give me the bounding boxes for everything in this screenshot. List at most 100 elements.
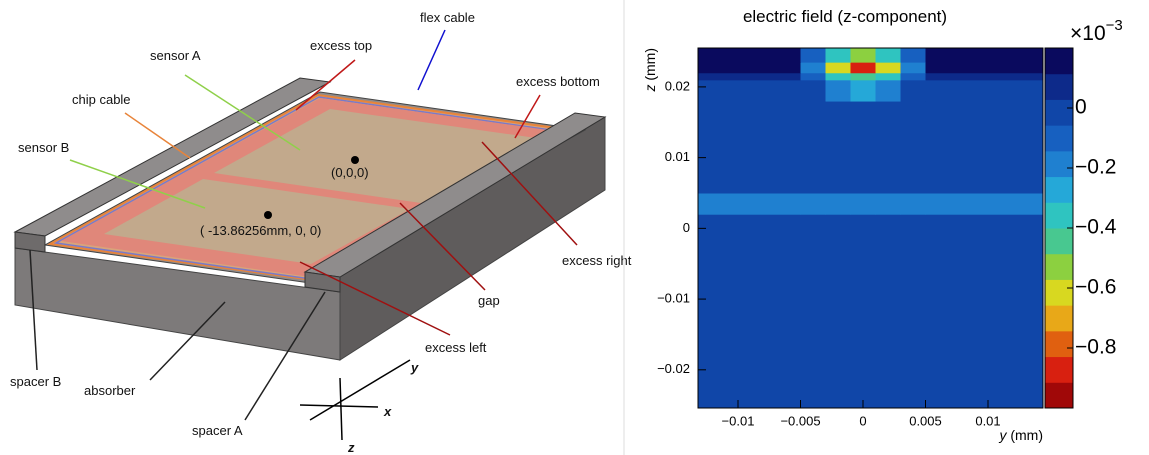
heat-cell — [875, 48, 901, 63]
x-tick-label: −0.005 — [780, 413, 820, 428]
heat-cell — [875, 62, 901, 74]
heat-cell — [800, 214, 826, 409]
heat-cell — [850, 192, 876, 215]
colorbar-segment — [1045, 330, 1073, 358]
axis-label: z — [347, 440, 355, 455]
heat-cell — [925, 48, 1044, 63]
center-dot — [264, 211, 272, 219]
heat-cell — [875, 214, 901, 409]
heat-cell — [800, 79, 826, 102]
colorbar-multiplier: ×10−3 — [1070, 17, 1123, 45]
axis-arrow — [299, 404, 379, 408]
label: (0,0,0) — [331, 165, 369, 180]
heat-cell — [850, 101, 876, 194]
axis-label: y — [410, 360, 419, 375]
heat-cell — [698, 72, 801, 81]
colorbar-segment — [1045, 305, 1073, 332]
heat-cell — [698, 48, 801, 63]
colorbar-segment — [1045, 228, 1073, 255]
heat-cell — [925, 101, 1044, 194]
colorbar-segment — [1045, 382, 1073, 409]
y-tick-label: 0 — [683, 220, 690, 235]
heat-cell — [900, 62, 926, 74]
heat-cell — [825, 101, 851, 194]
leader — [244, 291, 326, 421]
label: excess top — [310, 38, 372, 53]
heat-cell — [925, 72, 1044, 81]
y-tick-label: −0.01 — [657, 291, 690, 306]
leader — [149, 301, 226, 381]
y-axis-unit: (mm) — [642, 48, 658, 81]
label: chip cable — [72, 92, 131, 107]
label: flex cable — [420, 10, 475, 25]
leader — [299, 261, 451, 336]
sensor-a — [214, 109, 536, 203]
multiplier-base: ×10 — [1070, 22, 1106, 45]
label: spacer A — [192, 423, 243, 438]
colorbar-segment — [1045, 356, 1073, 383]
colorbar-segment — [1045, 253, 1073, 280]
diagram: flex cable sensor A excess top excess bo… — [10, 10, 632, 455]
label: gap — [478, 293, 500, 308]
heat-cell — [875, 79, 901, 102]
heat-cell — [800, 48, 826, 63]
multiplier-exponent: −3 — [1106, 17, 1123, 34]
leader — [417, 29, 446, 91]
heat-cell — [825, 214, 851, 409]
heat-cell — [875, 72, 901, 81]
x-tick-label: 0.01 — [975, 413, 1000, 428]
heat-cell — [800, 101, 826, 194]
x-tick-label: 0 — [859, 413, 866, 428]
origin-dot — [351, 156, 359, 164]
colorbar-segment — [1045, 99, 1073, 126]
leader — [481, 141, 578, 246]
leader — [124, 112, 191, 159]
y-axis-label: z (mm) — [642, 48, 658, 93]
chart-title: electric field (z-component) — [743, 7, 947, 26]
leader — [399, 202, 486, 291]
y-tick-label: 0.02 — [665, 78, 690, 93]
heat-cell — [900, 101, 926, 194]
x-axis-unit: (mm) — [1010, 427, 1043, 443]
sensor-b — [104, 179, 410, 264]
colorbar-tick-label: −0.6 — [1075, 276, 1116, 299]
leader — [184, 74, 301, 151]
x-axis-label: y (mm) — [998, 427, 1043, 443]
heat-cell — [698, 62, 801, 74]
colorbar-tick-label: −0.4 — [1075, 216, 1117, 239]
heat-cell — [925, 62, 1044, 74]
heat-cell — [825, 192, 851, 215]
leader — [295, 59, 356, 111]
heat-cell — [800, 62, 826, 74]
label: absorber — [84, 383, 136, 398]
heat-cell — [698, 79, 801, 102]
axis-arrow — [309, 359, 411, 421]
heat-cell — [850, 62, 876, 74]
heat-cell — [800, 72, 826, 81]
x-tick-label: 0.005 — [909, 413, 942, 428]
heat-cell — [875, 101, 901, 194]
heat-cell — [800, 192, 826, 215]
heat-cell — [900, 192, 926, 215]
x-axis-var: y — [998, 427, 1007, 443]
heat-cell — [850, 79, 876, 102]
heat-cell — [850, 48, 876, 63]
heat-cell — [925, 214, 1044, 409]
axis-label: x — [383, 404, 392, 419]
y-tick-label: 0.01 — [665, 149, 690, 164]
colorbar-segment — [1045, 150, 1073, 178]
colorbar-segment — [1045, 73, 1073, 100]
heat-cell — [698, 214, 801, 409]
heat-cell — [825, 62, 851, 74]
heat-cell — [850, 72, 876, 81]
colorbar-segment — [1045, 48, 1073, 75]
leader — [29, 249, 38, 371]
x-tick-label: −0.01 — [722, 413, 755, 428]
heat-cell — [698, 101, 801, 194]
colorbar-tick-label: 0 — [1075, 96, 1087, 119]
heat-cell — [900, 48, 926, 63]
label: spacer B — [10, 374, 61, 389]
heat-cell — [925, 79, 1044, 102]
